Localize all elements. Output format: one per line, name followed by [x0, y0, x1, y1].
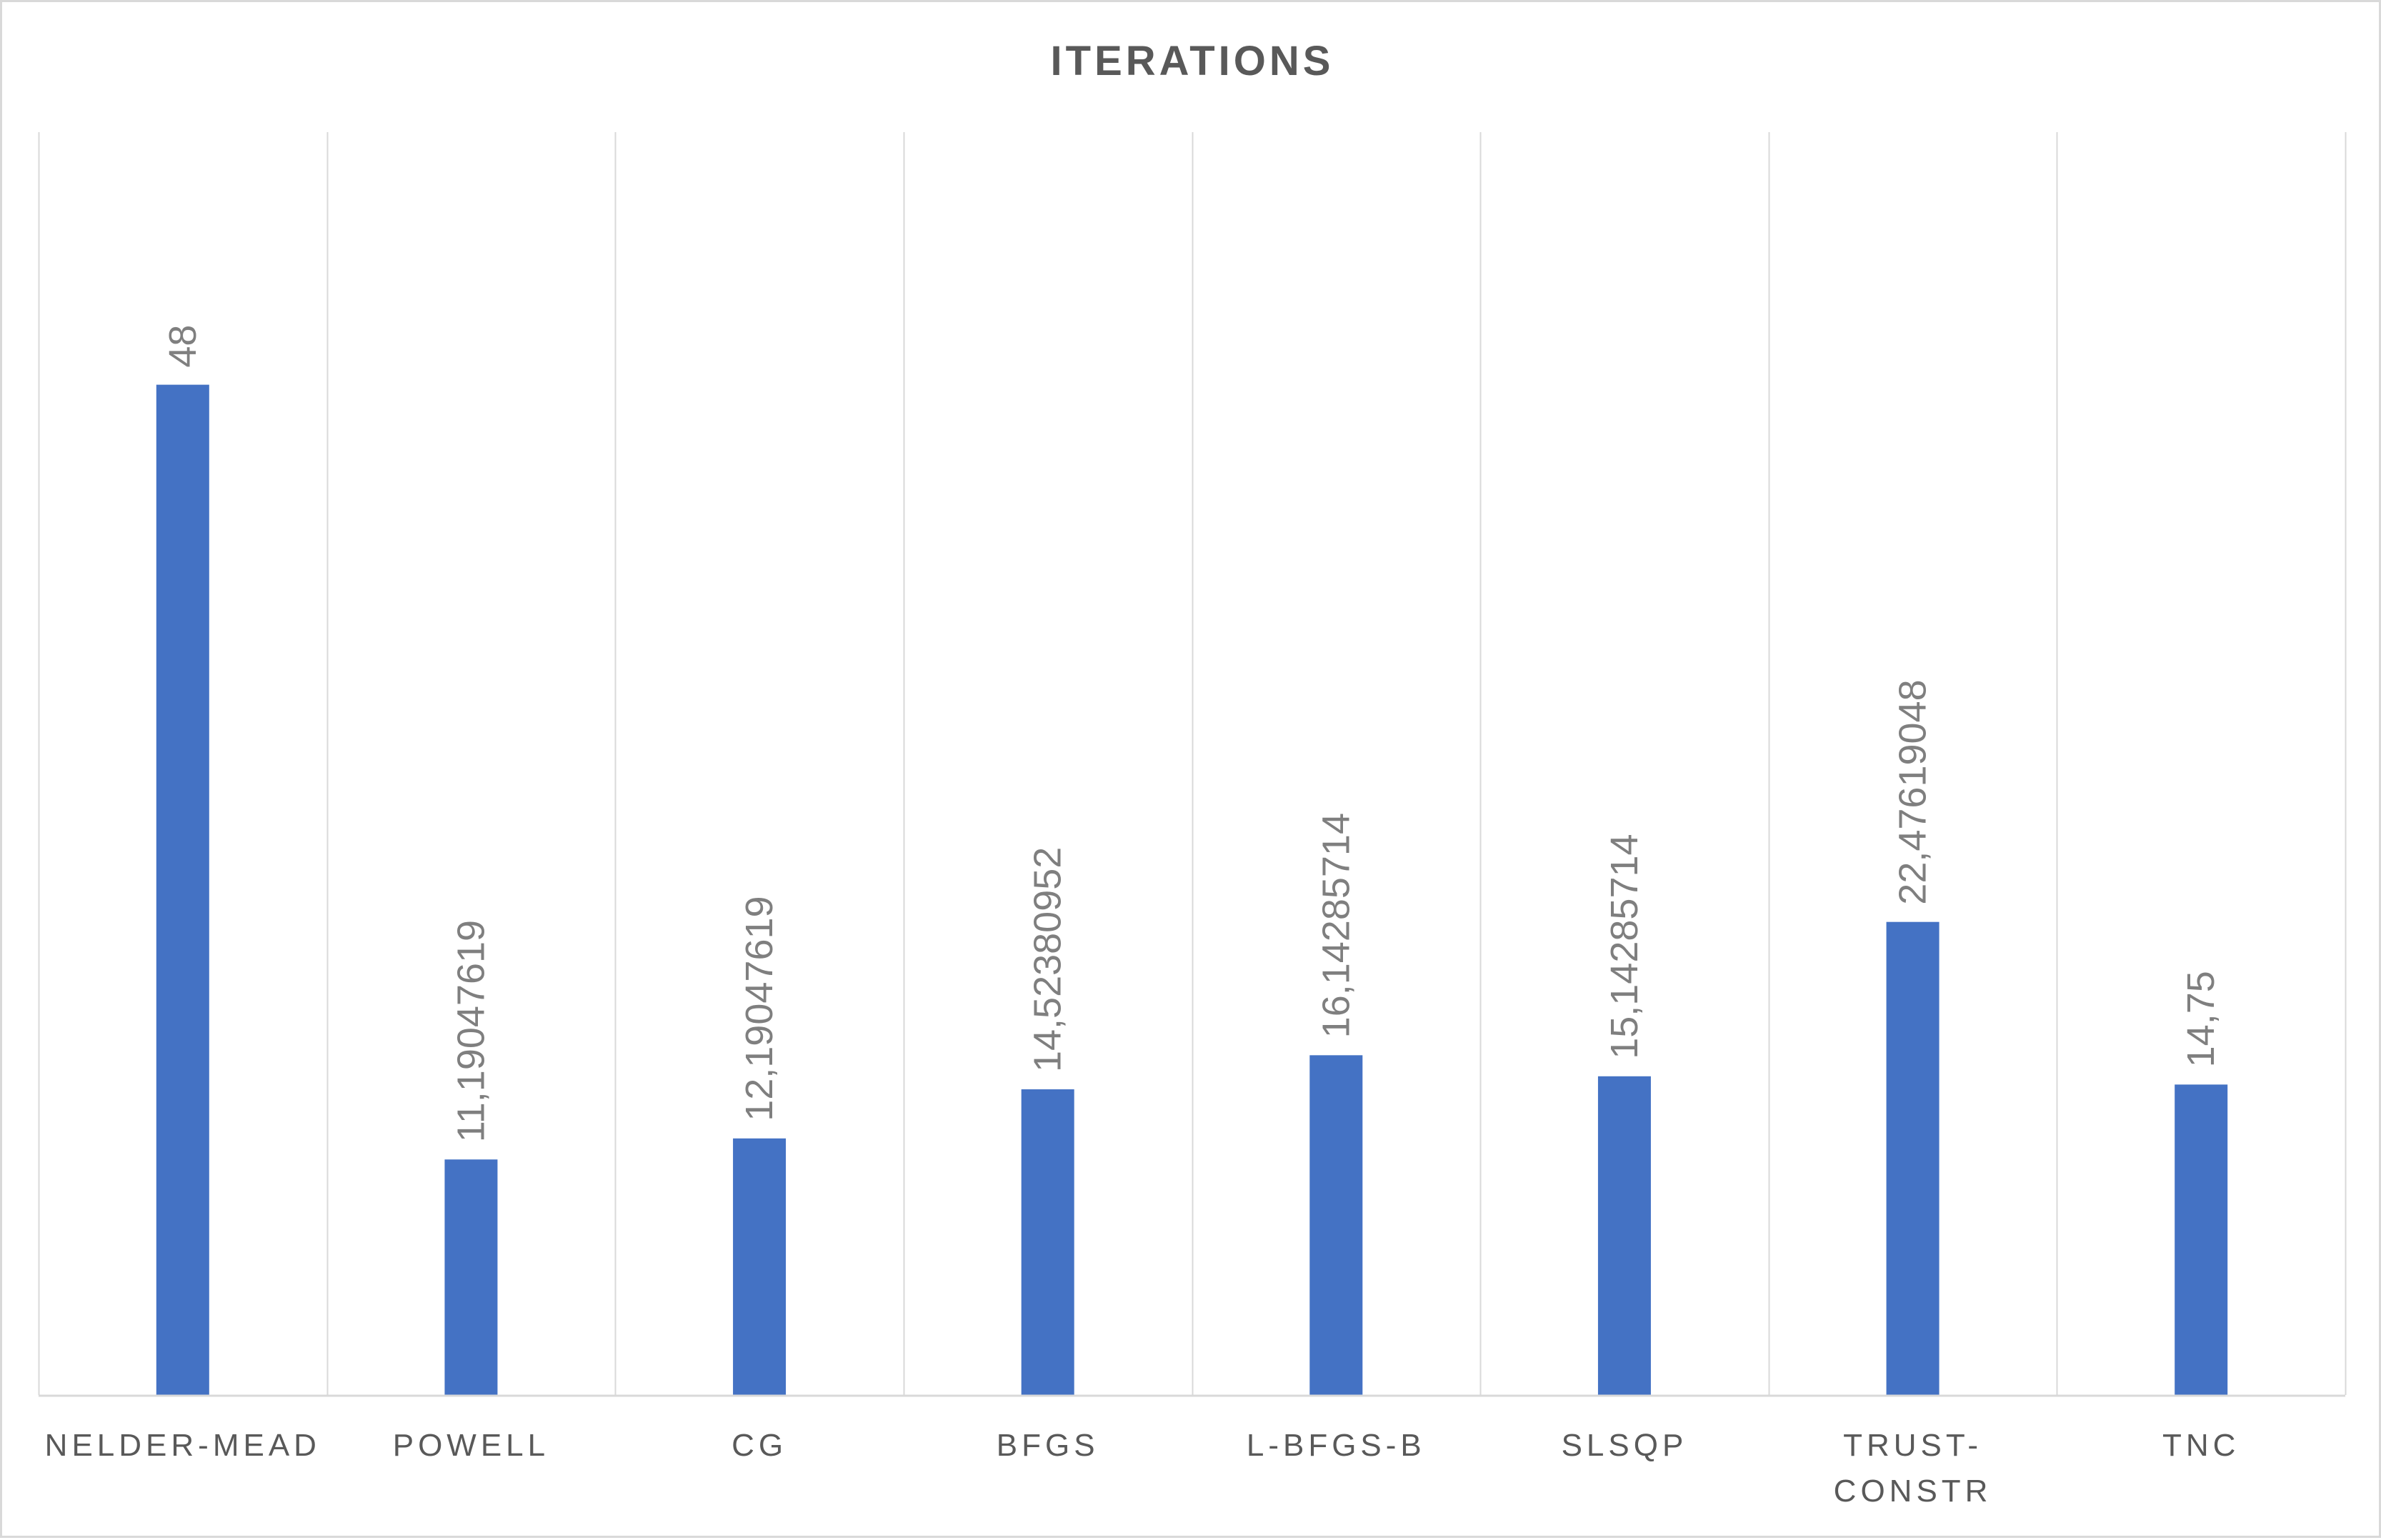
- x-tick-labels: NELDER-MEAD POWELL CG BFGS L-BFGS-B SLSQP TRUS…: [45, 1428, 2240, 1509]
- bar-trust-constr: [1886, 921, 1940, 1395]
- data-label: 16,14285714: [1314, 813, 1357, 1038]
- x-tick-label: TNC: [2162, 1428, 2240, 1463]
- x-tick-label-line: L-BFGS-B: [1247, 1428, 1426, 1463]
- x-tick-label-line: CONSTR: [1834, 1474, 1992, 1509]
- x-tick-label: POWELL: [393, 1428, 549, 1463]
- data-label: 12,19047619: [738, 896, 781, 1121]
- bars: [156, 384, 2228, 1395]
- data-label: 22,47619048: [1892, 679, 1935, 904]
- bar-slsqp: [1597, 1076, 1651, 1395]
- x-tick-label-line: BFGS: [997, 1428, 1099, 1463]
- x-tick-label: L-BFGS-B: [1247, 1428, 1426, 1463]
- x-tick-label-line: NELDER-MEAD: [45, 1428, 321, 1463]
- grid-lines: [38, 132, 2347, 1395]
- x-tick-label-line: CG: [732, 1428, 787, 1463]
- bar-bfgs: [1021, 1089, 1074, 1395]
- data-label: 11,19047619: [449, 920, 492, 1142]
- bar-l-bfgs-b: [1309, 1055, 1363, 1395]
- data-labels: 48 11,19047619 12,19047619 14,52380952 16,14…: [161, 325, 2222, 1143]
- data-label: 14,75: [2180, 971, 2222, 1067]
- x-tick-label: NELDER-MEAD: [45, 1428, 321, 1463]
- x-tick-label: CG: [732, 1428, 787, 1463]
- x-tick-label-line: POWELL: [393, 1428, 549, 1463]
- data-label: 15,14285714: [1603, 834, 1646, 1059]
- chart-title: ITERATIONS: [1051, 38, 1334, 84]
- x-tick-label-line: TRUST-: [1843, 1428, 1982, 1463]
- bar-powell: [444, 1159, 498, 1395]
- x-tick-label: BFGS: [997, 1428, 1099, 1463]
- x-tick-label: SLSQP: [1562, 1428, 1688, 1463]
- bar-tnc: [2175, 1084, 2228, 1395]
- x-tick-label: TRUST- CONSTR: [1834, 1428, 1992, 1509]
- x-tick-label-line: SLSQP: [1562, 1428, 1688, 1463]
- x-tick-label-line: TNC: [2162, 1428, 2240, 1463]
- bar-nelder-mead: [156, 384, 209, 1395]
- bar-cg: [733, 1138, 787, 1395]
- data-label: 14,52380952: [1027, 847, 1069, 1072]
- data-label: 48: [161, 325, 204, 368]
